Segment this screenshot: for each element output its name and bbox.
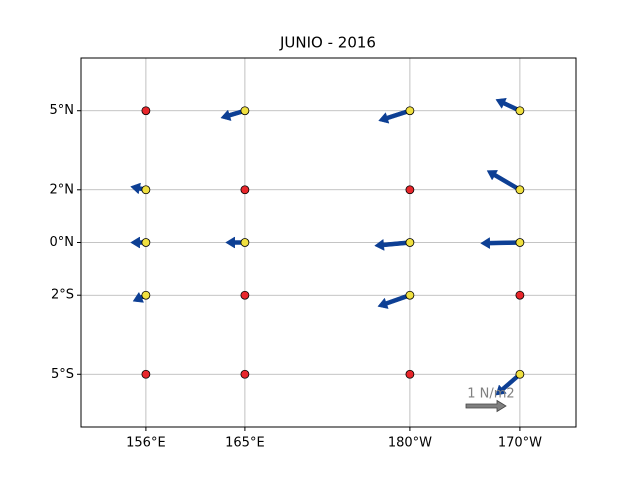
station-point	[240, 106, 250, 116]
station-point	[515, 369, 525, 379]
x-tick-label: 180°W	[388, 436, 432, 451]
y-tick-label: 2°N	[50, 182, 75, 197]
y-tick-label: 2°S	[51, 288, 74, 303]
station-point	[240, 369, 250, 379]
station-point	[141, 290, 151, 300]
station-point	[405, 290, 415, 300]
station-point	[515, 185, 525, 195]
y-tick-label: 5°N	[50, 103, 75, 118]
station-point	[405, 185, 415, 195]
x-tick-label: 165°E	[225, 436, 265, 451]
station-point	[240, 185, 250, 195]
station-point	[240, 238, 250, 247]
x-tick-label: 156°E	[126, 436, 166, 451]
vector-arrow	[377, 292, 411, 309]
y-tick-label: 0°N	[50, 235, 75, 250]
station-point	[405, 369, 415, 379]
vector-arrow	[480, 237, 521, 250]
station-point	[141, 238, 151, 247]
y-tick-label: 5°S	[51, 367, 74, 382]
key-label: 1 N/m2	[467, 387, 514, 402]
station-point	[405, 238, 415, 247]
station-point	[240, 290, 250, 300]
vector-arrow	[374, 238, 411, 251]
vector-arrow	[378, 108, 411, 124]
station-point	[515, 238, 525, 247]
station-point	[405, 106, 415, 116]
station-point	[515, 106, 525, 116]
chart-title: JUNIO - 2016	[279, 34, 376, 52]
station-point	[141, 106, 151, 116]
plot-frame	[80, 57, 577, 428]
station-point	[141, 369, 151, 379]
vector-arrow	[486, 170, 522, 192]
x-tick-label: 170°W	[498, 436, 542, 451]
station-point	[515, 290, 525, 300]
station-point	[141, 185, 151, 195]
key-arrow	[465, 399, 507, 413]
